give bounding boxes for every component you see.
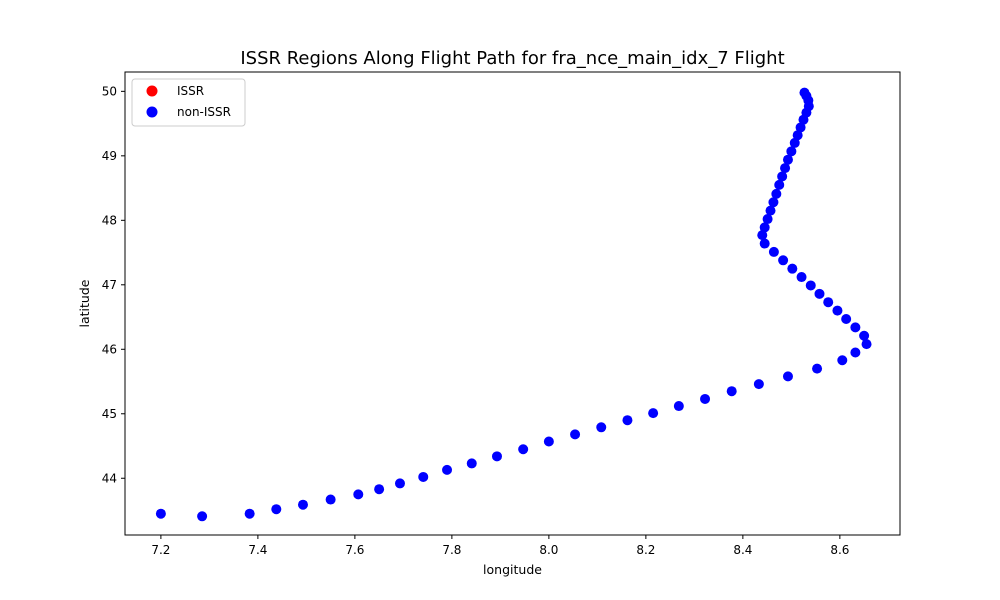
x-tick-label: 7.6: [345, 543, 364, 557]
data-point: [799, 87, 810, 98]
data-point: [780, 163, 791, 174]
data-point: [859, 330, 870, 341]
data-point: [823, 297, 834, 308]
plot-area-frame: [124, 71, 901, 536]
data-point: [787, 263, 798, 274]
data-point: [244, 508, 255, 519]
data-point: [622, 415, 633, 426]
legend-label-non-issr: non-ISSR: [177, 105, 231, 119]
data-point: [418, 471, 429, 482]
data-point: [778, 255, 789, 266]
data-point: [543, 436, 554, 447]
data-point: [596, 422, 607, 433]
data-point: [673, 401, 684, 412]
y-tick-label: 46: [102, 342, 117, 356]
data-point: [753, 379, 764, 390]
data-point: [782, 371, 793, 382]
y-tick-label: 45: [102, 407, 117, 421]
data-points: [155, 87, 872, 522]
data-point: [786, 146, 797, 157]
chart-title: ISSR Regions Along Flight Path for fra_n…: [240, 48, 784, 69]
data-point: [850, 322, 861, 333]
data-point: [197, 511, 208, 522]
legend-label-issr: ISSR: [177, 84, 204, 98]
data-point: [789, 137, 800, 148]
x-tick-label: 8.2: [636, 543, 655, 557]
y-tick-label: 49: [102, 149, 117, 163]
y-axis-ticks: 44 45 46 47 48 49 50: [102, 84, 125, 485]
data-point: [837, 355, 848, 366]
x-tick-label: 7.8: [442, 543, 461, 557]
y-tick-label: 48: [102, 213, 117, 227]
data-point: [491, 451, 502, 462]
data-point: [570, 429, 581, 440]
data-point: [374, 484, 385, 495]
y-axis-label: latitude: [77, 279, 92, 327]
y-tick-label: 44: [102, 471, 117, 485]
data-point: [518, 444, 529, 455]
legend: ISSR non-ISSR: [131, 78, 246, 127]
x-tick-label: 8.4: [733, 543, 752, 557]
data-point: [757, 230, 768, 241]
data-point: [768, 246, 779, 257]
data-point: [861, 339, 872, 350]
data-point: [768, 197, 779, 208]
data-point: [325, 494, 336, 505]
x-tick-label: 7.2: [151, 543, 170, 557]
x-tick-label: 8.0: [539, 543, 558, 557]
data-point: [782, 154, 793, 165]
data-point: [271, 504, 282, 515]
data-point: [700, 393, 711, 404]
data-point: [814, 288, 825, 299]
data-point: [765, 205, 776, 216]
data-point: [850, 347, 861, 358]
data-point: [353, 489, 364, 500]
y-tick-label: 50: [102, 84, 117, 98]
data-point: [297, 499, 308, 510]
data-point: [442, 464, 453, 475]
data-point: [777, 171, 788, 182]
data-point: [762, 214, 773, 225]
x-tick-label: 8.6: [830, 543, 849, 557]
x-axis-label: longitude: [483, 562, 542, 577]
legend-marker-non-issr: [146, 106, 158, 118]
data-point: [792, 130, 803, 141]
legend-box: [131, 78, 246, 127]
data-point: [155, 508, 166, 519]
data-point: [394, 478, 405, 489]
data-point: [759, 238, 770, 249]
data-point: [759, 222, 770, 233]
data-point: [774, 179, 785, 190]
x-tick-label: 7.4: [248, 543, 267, 557]
data-point: [812, 363, 823, 374]
x-axis-ticks: 7.2 7.4 7.6 7.8 8.0 8.2 8.4 8.6: [151, 535, 849, 557]
data-point: [805, 280, 816, 291]
data-point: [841, 313, 852, 324]
data-point: [726, 386, 737, 397]
data-point: [796, 272, 807, 283]
data-point: [795, 122, 806, 133]
data-point: [771, 188, 782, 199]
y-tick-label: 47: [102, 278, 117, 292]
data-point: [832, 305, 843, 316]
data-point: [648, 408, 659, 419]
data-point: [466, 458, 477, 469]
legend-marker-issr: [146, 85, 158, 97]
